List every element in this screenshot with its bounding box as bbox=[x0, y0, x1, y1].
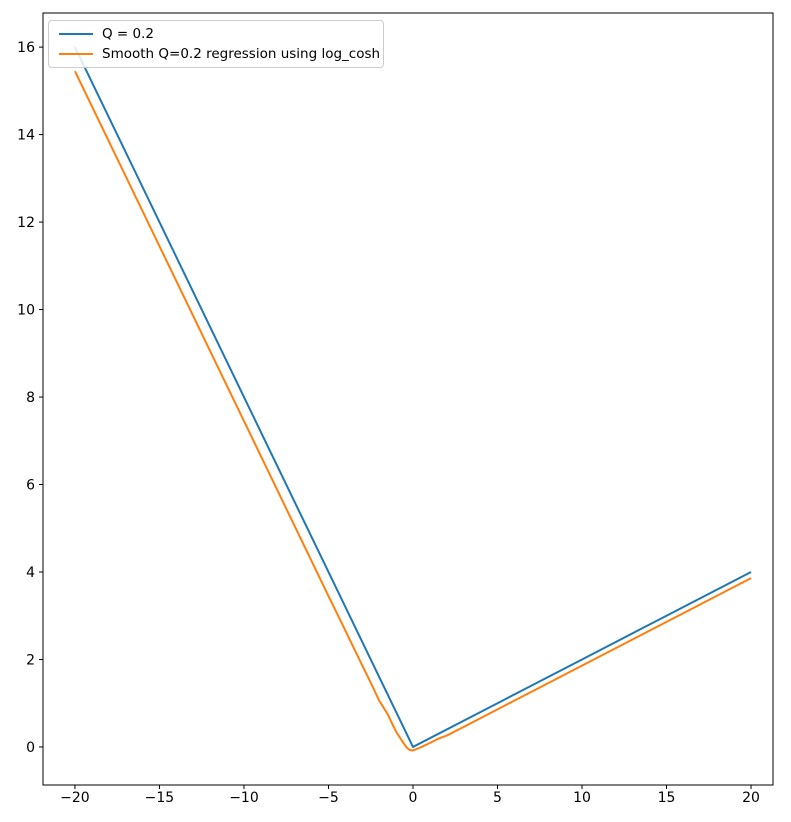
y-tick-label: 6 bbox=[26, 478, 35, 494]
y-tick-label: 8 bbox=[26, 390, 35, 406]
x-tick-label: −15 bbox=[145, 790, 175, 806]
x-tick-label: −20 bbox=[60, 790, 90, 806]
y-tick-label: 10 bbox=[17, 303, 35, 319]
y-tick-label: 0 bbox=[26, 740, 35, 756]
x-tick-label: −10 bbox=[229, 790, 259, 806]
series-line-smooth-logcosh bbox=[74, 70, 752, 752]
legend-label-smooth: Smooth Q=0.2 regression using log_cosh bbox=[102, 46, 381, 62]
y-tick-label: 2 bbox=[26, 652, 35, 668]
x-tick-label: −5 bbox=[318, 790, 339, 806]
series-line-q02 bbox=[74, 46, 752, 748]
x-axis-ticks: −20 −15 −10 −5 0 5 10 15 20 bbox=[60, 785, 760, 806]
y-tick-label: 4 bbox=[26, 565, 35, 581]
y-tick-label: 12 bbox=[17, 215, 35, 231]
x-tick-label: 10 bbox=[573, 790, 591, 806]
y-axis-ticks: 0 2 4 6 8 10 12 14 16 bbox=[17, 40, 43, 756]
x-tick-label: 5 bbox=[493, 790, 502, 806]
legend-line-sample-orange-icon bbox=[59, 53, 93, 55]
x-tick-label: 15 bbox=[658, 790, 676, 806]
plot-background bbox=[43, 13, 773, 785]
x-tick-label: 20 bbox=[742, 790, 760, 806]
y-tick-label: 16 bbox=[17, 40, 35, 56]
series-lines bbox=[74, 46, 752, 752]
legend-item-q02: Q = 0.2 bbox=[59, 24, 375, 44]
legend-item-smooth: Smooth Q=0.2 regression using log_cosh bbox=[59, 44, 380, 64]
legend-label-q02: Q = 0.2 bbox=[102, 26, 154, 42]
legend: Q = 0.2 Smooth Q=0.2 regression using lo… bbox=[48, 20, 384, 68]
legend-line-sample-blue-icon bbox=[59, 33, 93, 35]
y-tick-label: 14 bbox=[17, 128, 35, 144]
x-tick-label: 0 bbox=[409, 790, 418, 806]
plot-border bbox=[42, 12, 774, 786]
